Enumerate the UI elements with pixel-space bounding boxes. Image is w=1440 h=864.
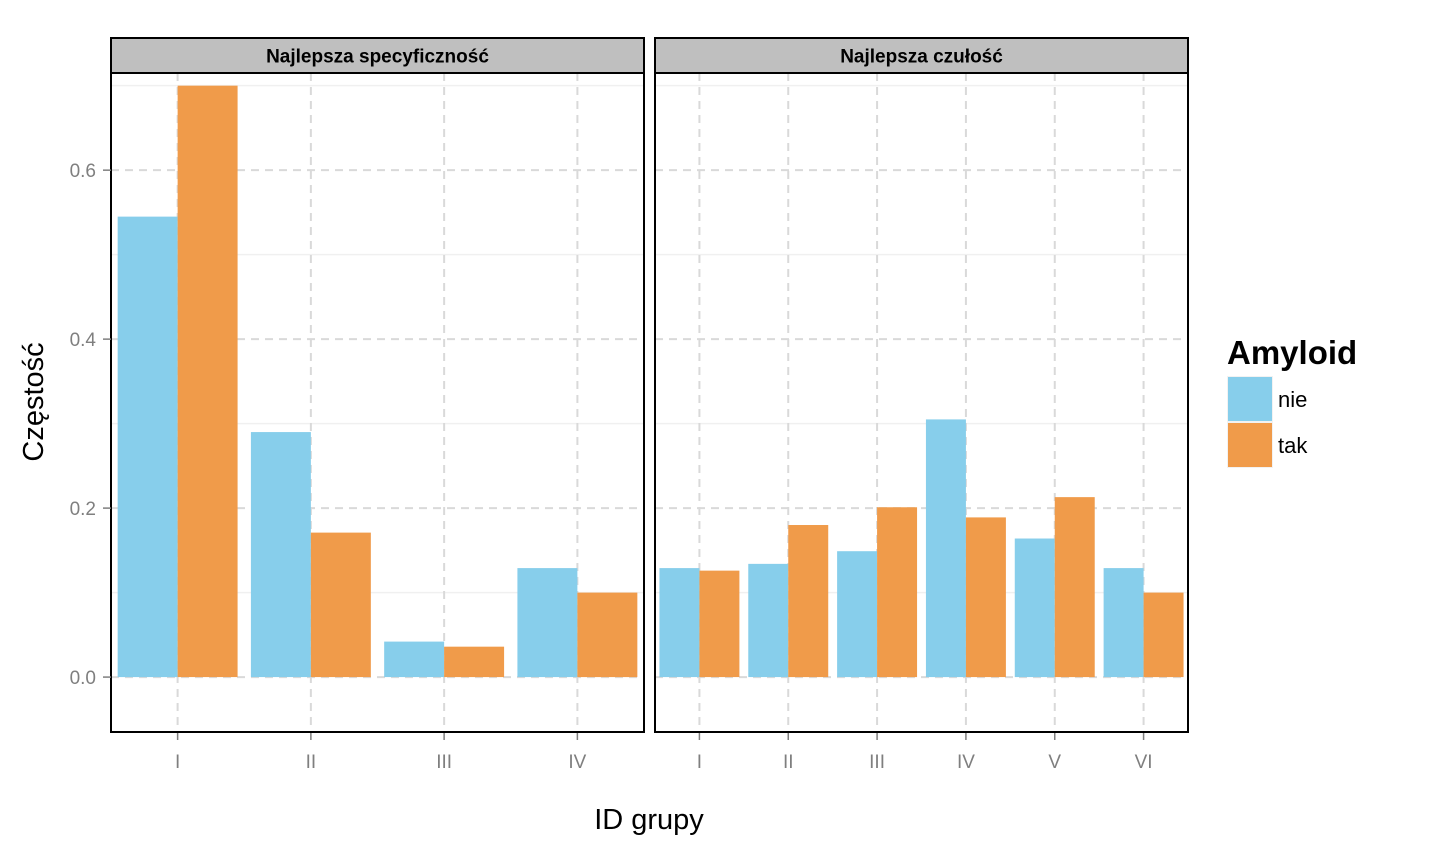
legend-title: Amyloid — [1227, 334, 1357, 371]
facet-strip-title: Najlepsza czułość — [840, 47, 1003, 68]
bar-nie-I — [659, 568, 700, 678]
bar-nie-IV — [517, 568, 578, 678]
y-tick-label: 0.6 — [70, 161, 96, 182]
bar-nie-I — [117, 216, 178, 678]
bar-nie-IV — [925, 419, 966, 678]
x-tick-label: III — [869, 752, 885, 773]
bar-nie-II — [250, 432, 311, 678]
x-tick-label: IV — [568, 752, 586, 773]
panel-background — [655, 73, 1188, 732]
bar-nie-VI — [1103, 568, 1144, 678]
y-tick-label: 0.0 — [70, 668, 96, 689]
legend-key-nie — [1228, 377, 1272, 421]
x-tick-label: I — [175, 752, 180, 773]
facet-strip-title: Najlepsza specyficzność — [266, 47, 489, 68]
bar-tak-IV — [965, 517, 1006, 678]
x-tick-label: I — [697, 752, 702, 773]
bar-tak-V — [1054, 497, 1095, 678]
x-tick-label: II — [783, 752, 794, 773]
facet-strip — [654, 37, 1189, 74]
bar-nie-III — [837, 551, 878, 678]
bar-nie-II — [748, 563, 789, 678]
bar-nie-III — [384, 641, 445, 678]
bar-tak-II — [788, 525, 829, 678]
y-axis-title: Częstość — [18, 342, 50, 461]
legend-label-nie: nie — [1278, 387, 1307, 412]
bar-nie-V — [1014, 538, 1055, 678]
x-tick-label: III — [436, 752, 452, 773]
legend-label-tak: tak — [1278, 433, 1308, 458]
bar-tak-I — [177, 85, 238, 678]
bar-tak-III — [877, 507, 918, 678]
y-tick-label: 0.4 — [70, 330, 97, 351]
bar-tak-VI — [1143, 592, 1184, 678]
bar-tak-IV — [577, 592, 638, 678]
bar-tak-II — [310, 532, 371, 678]
legend-key-tak — [1228, 423, 1272, 467]
legend: Amyloid nie tak — [1227, 334, 1357, 468]
x-tick-label: II — [306, 752, 317, 773]
facet-strip — [110, 37, 645, 74]
y-tick-label: 0.2 — [70, 499, 96, 520]
x-axis-title: ID grupy — [594, 804, 704, 836]
x-tick-label: V — [1048, 752, 1061, 773]
bar-tak-I — [699, 570, 740, 678]
x-tick-label: VI — [1135, 752, 1153, 773]
x-tick-label: IV — [957, 752, 975, 773]
bar-tak-III — [444, 646, 505, 678]
